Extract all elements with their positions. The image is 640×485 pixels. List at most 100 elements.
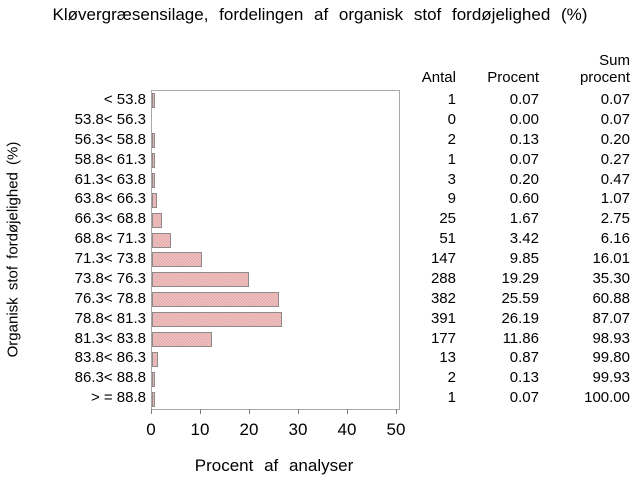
plot-area [151, 90, 400, 410]
table-row: 13 0.87 99.80 [0, 348, 640, 368]
cell-procent: 0.07 [509, 389, 539, 407]
cell-sum-procent: 1.07 [600, 190, 630, 208]
cell-sum-procent: 6.16 [600, 230, 630, 248]
table-header-sum-line1: Sum [599, 52, 630, 69]
bar [152, 252, 202, 268]
table-row: 2 0.13 0.20 [0, 130, 640, 150]
cell-antal: 177 [430, 329, 456, 347]
cell-procent: 1.67 [509, 210, 539, 228]
cell-procent: 0.13 [509, 369, 539, 387]
cell-antal: 1 [447, 389, 456, 407]
cell-sum-procent: 0.07 [600, 110, 630, 128]
cell-procent: 0.07 [509, 91, 539, 108]
cell-sum-procent: 87.07 [592, 309, 630, 327]
category-label: > = 88.8 [90, 389, 146, 407]
table-row: 382 25.59 60.88 [0, 289, 640, 309]
cell-antal: 147 [430, 250, 456, 267]
category-label: 58.8< 61.3 [74, 150, 146, 168]
x-axis-tick-label: 10 [190, 420, 210, 439]
table-header-procent: Procent [487, 69, 539, 86]
category-label: 71.3< 73.8 [74, 250, 146, 267]
cell-procent: 0.60 [509, 190, 539, 208]
table-row: 9 0.60 1.07 [0, 189, 640, 209]
bar [152, 292, 279, 308]
bar [152, 212, 162, 228]
bar [152, 331, 212, 347]
cell-procent: 0.87 [509, 349, 539, 367]
x-axis-tick-label: 0 [146, 420, 156, 439]
bar [152, 351, 158, 367]
category-label: 53.8< 56.3 [74, 110, 146, 128]
table-row: 288 19.29 35.30 [0, 269, 640, 289]
table-header-sum-line2: procent [579, 69, 630, 86]
cell-antal: 0 [447, 110, 456, 128]
cell-sum-procent: 99.93 [592, 369, 630, 387]
category-label: 83.8< 86.3 [74, 349, 146, 367]
bar [152, 192, 157, 208]
frequency-table: 1 0.07 0.07 0 0.00 0.07 2 0.13 0.20 1 0.07 0.27 3 0.2… [0, 90, 640, 408]
x-axis-tick [151, 409, 152, 414]
cell-sum-procent: 99.80 [592, 349, 630, 367]
table-row: 3 0.20 0.47 [0, 170, 640, 190]
cell-procent: 25.59 [501, 289, 539, 307]
table-row: 391 26.19 87.07 [0, 309, 640, 329]
table-row: 177 11.86 98.93 [0, 329, 640, 349]
cell-sum-procent: 0.47 [600, 170, 630, 188]
cell-procent: 0.07 [509, 150, 539, 168]
category-label: 56.3< 58.8 [74, 130, 146, 148]
x-axis-tick-label: 20 [239, 420, 259, 439]
cell-antal: 13 [439, 349, 456, 367]
bar [152, 312, 282, 328]
cell-sum-procent: 0.07 [600, 91, 630, 108]
cell-antal: 382 [430, 289, 456, 307]
table-row: 1 0.07 100.00 [0, 388, 640, 408]
x-axis-tick-label: 40 [337, 420, 357, 439]
table-row: 1 0.07 0.07 [0, 90, 640, 110]
cell-procent: 9.85 [509, 250, 539, 267]
category-label: 86.3< 88.8 [74, 369, 146, 387]
cell-procent: 11.86 [502, 329, 539, 347]
chart-title: Kløvergræsensilage, fordelingen af organ… [52, 5, 588, 24]
category-label: 61.3< 63.8 [74, 170, 146, 188]
cell-procent: 3.42 [509, 230, 539, 248]
cell-procent: 0.20 [509, 170, 539, 188]
cell-sum-procent: 2.75 [600, 210, 630, 228]
category-label: 78.8< 81.3 [74, 309, 146, 327]
table-row: 147 9.85 16.01 [0, 249, 640, 269]
x-axis-tick-label: 50 [386, 420, 406, 439]
x-axis-tick [200, 409, 201, 414]
category-label: 68.8< 71.3 [74, 230, 146, 248]
bar [152, 391, 155, 407]
bar [152, 133, 155, 149]
cell-antal: 1 [447, 150, 456, 168]
table-row: 0 0.00 0.07 [0, 110, 640, 130]
category-label: 81.3< 83.8 [74, 329, 146, 347]
cell-sum-procent: 0.20 [600, 130, 630, 148]
table-row: 51 3.42 6.16 [0, 229, 640, 249]
cell-antal: 25 [439, 210, 456, 228]
cell-antal: 2 [447, 130, 456, 148]
cell-procent: 0.00 [509, 110, 539, 128]
category-label: < 53.8 [103, 91, 146, 108]
x-axis-tick [396, 409, 397, 414]
bar [152, 272, 249, 288]
x-axis-tick [298, 409, 299, 414]
x-axis-tick [249, 409, 250, 414]
x-axis-label: Procent af analyser [194, 456, 354, 475]
cell-sum-procent: 100.00 [584, 389, 630, 407]
x-axis-tick [347, 409, 348, 414]
cell-antal: 3 [447, 170, 456, 188]
x-axis-tick-label: 30 [288, 420, 308, 439]
bar [152, 93, 155, 109]
cell-sum-procent: 35.30 [592, 269, 630, 287]
cell-antal: 2 [447, 369, 456, 387]
bar [152, 172, 155, 188]
cell-procent: 0.13 [509, 130, 539, 148]
category-label: 76.3< 78.8 [74, 289, 146, 307]
bar [152, 153, 155, 169]
cell-sum-procent: 0.27 [600, 150, 630, 168]
category-axis-labels: < 53.8 53.8< 56.3 56.3< 58.8 58.8< 61.3 61.3… [0, 90, 146, 408]
cell-sum-procent: 16.01 [592, 250, 630, 267]
table-row: 1 0.07 0.27 [0, 150, 640, 170]
